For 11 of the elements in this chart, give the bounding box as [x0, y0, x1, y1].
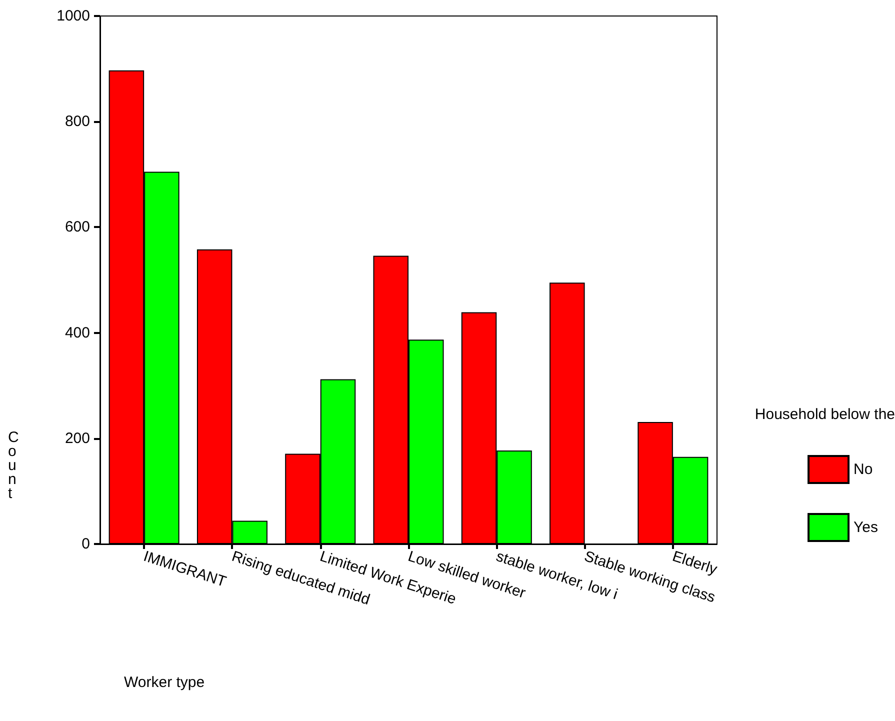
y-tick-label: 600: [64, 218, 90, 236]
legend-title: Household below the: [754, 406, 895, 423]
x-axis-title: Worker type: [124, 674, 205, 691]
y-tick-label: 400: [64, 324, 90, 342]
y-axis-title: Count: [8, 429, 19, 502]
y-tick-label: 0: [82, 536, 90, 552]
legend-label: Yes: [854, 519, 878, 536]
y-tick-label: 1000: [56, 8, 90, 24]
legend-label: No: [854, 461, 873, 478]
y-tick-label: 200: [64, 430, 90, 447]
y-tick-label: 800: [64, 113, 90, 130]
